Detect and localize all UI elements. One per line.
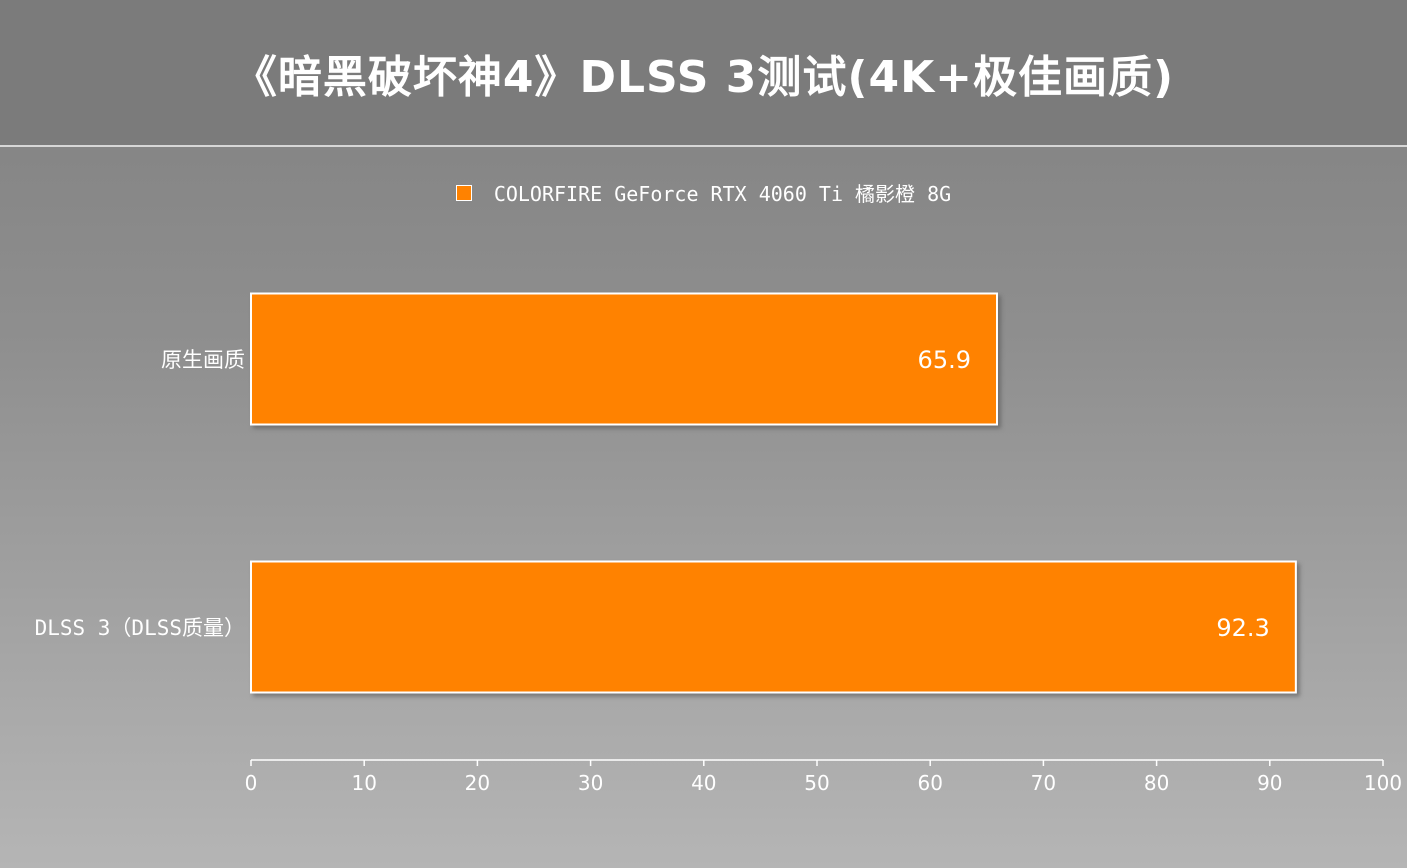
category-label-1: DLSS 3（DLSS质量） — [35, 616, 245, 640]
bar-1 — [250, 560, 1297, 694]
chart-title: 《暗黑破坏神4》DLSS 3测试(4K+极佳画质) — [232, 51, 1175, 103]
x-tick-label-60: 60 — [917, 771, 942, 795]
x-tick-label-10: 10 — [351, 771, 376, 795]
legend-swatch — [455, 184, 472, 201]
bar-0 — [250, 292, 998, 426]
x-tick-label-30: 30 — [578, 771, 603, 795]
x-tick-label-70: 70 — [1031, 771, 1056, 795]
x-tick-label-90: 90 — [1257, 771, 1282, 795]
x-tick-label-100: 100 — [1364, 771, 1402, 795]
x-tick-label-0: 0 — [245, 771, 258, 795]
x-tick-label-20: 20 — [465, 771, 490, 795]
legend: COLORFIRE GeForce RTX 4060 Ti 橘影橙 8G — [0, 178, 1407, 207]
x-tick-label-40: 40 — [691, 771, 716, 795]
legend-label: COLORFIRE GeForce RTX 4060 Ti 橘影橙 8G — [493, 182, 952, 206]
x-tick-label-80: 80 — [1144, 771, 1169, 795]
x-tick-label-50: 50 — [804, 771, 829, 795]
data-label-1: 92.3 — [1216, 614, 1269, 642]
header-bar: 《暗黑破坏神4》DLSS 3测试(4K+极佳画质) — [0, 0, 1407, 147]
category-label-0: 原生画质 — [161, 348, 245, 372]
data-label-0: 65.9 — [918, 346, 971, 374]
